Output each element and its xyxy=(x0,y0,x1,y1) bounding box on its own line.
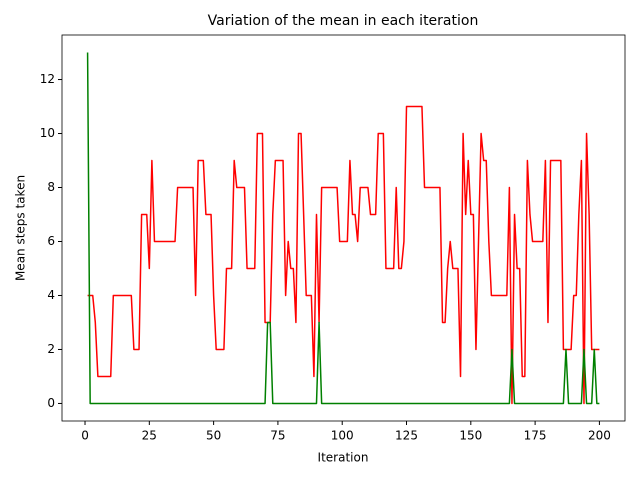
x-tick-label: 125 xyxy=(395,429,418,443)
x-tick-label: 0 xyxy=(81,429,89,443)
y-tick-label: 0 xyxy=(47,396,55,410)
x-axis-label: Iteration xyxy=(318,451,369,465)
y-tick-label: 8 xyxy=(47,180,55,194)
x-tick-label: 25 xyxy=(142,429,157,443)
x-tick-label: 100 xyxy=(331,429,354,443)
x-tick-label: 75 xyxy=(270,429,285,443)
x-tick-label: 200 xyxy=(588,429,611,443)
y-axis-label: Mean steps taken xyxy=(14,175,28,281)
y-tick-label: 10 xyxy=(40,126,55,140)
x-tick-label: 50 xyxy=(206,429,221,443)
chart-title: Variation of the mean in each iteration xyxy=(208,13,479,29)
y-tick-label: 2 xyxy=(47,342,55,356)
y-tick-label: 4 xyxy=(47,288,55,302)
series-line xyxy=(87,105,600,405)
series-line xyxy=(86,52,600,405)
x-tick-label: 150 xyxy=(459,429,482,443)
x-tick-label: 175 xyxy=(524,429,547,443)
y-tick-label: 12 xyxy=(40,72,55,86)
y-tick-label: 6 xyxy=(47,234,55,248)
plot-frame xyxy=(61,34,626,422)
